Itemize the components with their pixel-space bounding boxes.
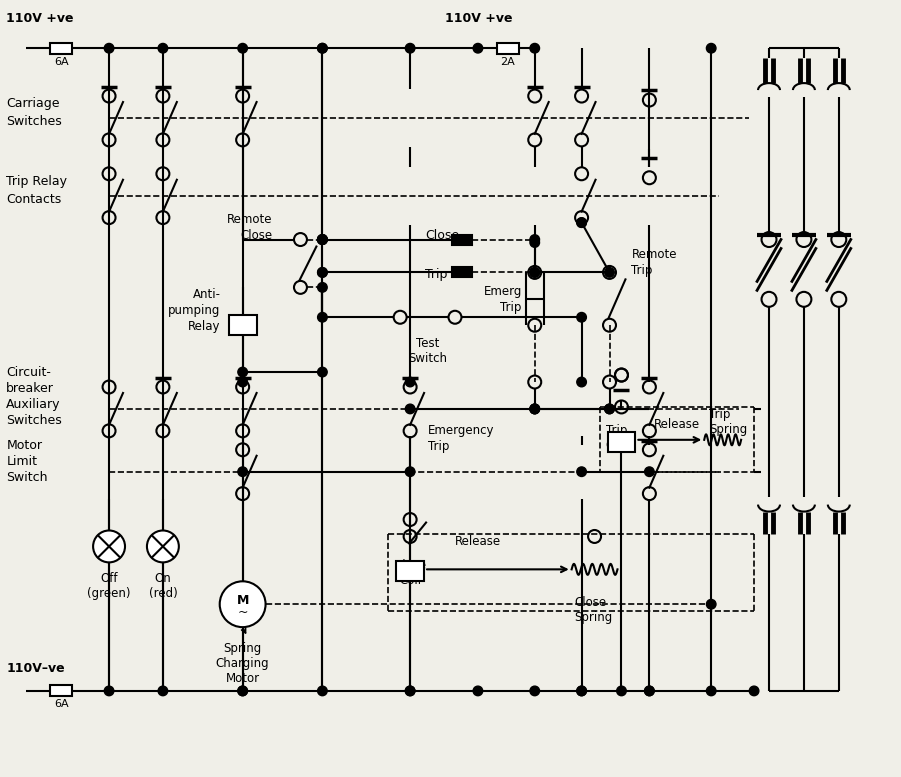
Text: Remote
Trip: Remote Trip	[632, 248, 677, 277]
Circle shape	[405, 686, 414, 695]
Circle shape	[530, 686, 540, 695]
Text: 2A: 2A	[500, 57, 515, 67]
Text: Close
Spring: Close Spring	[575, 596, 613, 624]
Circle shape	[605, 404, 614, 413]
Text: On
(red): On (red)	[149, 573, 177, 601]
Circle shape	[238, 467, 248, 476]
Circle shape	[158, 686, 168, 695]
Circle shape	[577, 467, 587, 476]
Circle shape	[750, 686, 759, 695]
Text: Off
(green): Off (green)	[87, 573, 131, 601]
Circle shape	[318, 235, 327, 244]
Circle shape	[238, 44, 248, 53]
Circle shape	[405, 404, 414, 413]
Circle shape	[706, 686, 716, 695]
Text: Spring
Charging
Motor: Spring Charging Motor	[216, 642, 269, 685]
Circle shape	[318, 686, 327, 695]
Text: ~: ~	[237, 606, 248, 618]
Circle shape	[318, 235, 327, 244]
Circle shape	[577, 312, 587, 322]
Circle shape	[473, 686, 483, 695]
Circle shape	[530, 238, 540, 247]
Text: Trip
Spring: Trip Spring	[709, 408, 748, 436]
Bar	[607, 432, 635, 451]
Circle shape	[530, 404, 540, 413]
Circle shape	[405, 44, 414, 53]
Circle shape	[220, 581, 266, 627]
Text: 110V–ve: 110V–ve	[6, 663, 65, 675]
Text: Remote
Close: Remote Close	[227, 213, 272, 242]
Circle shape	[318, 267, 327, 277]
Circle shape	[318, 44, 327, 53]
Text: Close: Close	[425, 229, 460, 242]
Circle shape	[530, 267, 540, 277]
Text: Test
Switch: Test Switch	[408, 337, 447, 365]
Circle shape	[405, 378, 414, 387]
Text: 110V +ve: 110V +ve	[445, 12, 513, 25]
Circle shape	[616, 686, 626, 695]
Circle shape	[644, 686, 654, 695]
Bar	[452, 267, 472, 277]
Circle shape	[605, 267, 614, 277]
Circle shape	[318, 368, 327, 377]
Circle shape	[644, 467, 654, 476]
Circle shape	[318, 44, 327, 53]
Text: Circuit-
breaker
Auxiliary
Switches: Circuit- breaker Auxiliary Switches	[6, 367, 62, 427]
Circle shape	[238, 378, 248, 387]
Text: Emerg
Trip: Emerg Trip	[484, 285, 522, 314]
Text: Trip
Coil: Trip Coil	[605, 423, 628, 451]
Text: Release: Release	[455, 535, 501, 548]
Text: Anti-
pumping
Relay: Anti- pumping Relay	[168, 287, 221, 333]
Bar	[396, 561, 424, 581]
Circle shape	[105, 44, 114, 53]
Circle shape	[318, 267, 327, 277]
Text: 6A: 6A	[54, 699, 68, 709]
Bar	[496, 43, 519, 54]
Text: Trip: Trip	[425, 268, 448, 281]
Circle shape	[318, 235, 327, 244]
Circle shape	[605, 404, 614, 413]
Circle shape	[147, 531, 178, 563]
Text: Close
Coil: Close Coil	[394, 559, 426, 587]
Text: Release: Release	[654, 418, 700, 431]
Text: Carriage
Switches: Carriage Switches	[6, 97, 62, 128]
Circle shape	[530, 44, 540, 53]
Circle shape	[577, 218, 587, 228]
Circle shape	[238, 368, 248, 377]
Circle shape	[318, 235, 327, 244]
Text: 6A: 6A	[54, 57, 68, 67]
Text: Trip Relay
Contacts: Trip Relay Contacts	[6, 175, 68, 206]
Bar	[50, 43, 72, 54]
Text: M: M	[236, 594, 249, 607]
Circle shape	[530, 404, 540, 413]
Circle shape	[238, 686, 248, 695]
Text: Motor
Limit
Switch: Motor Limit Switch	[6, 439, 48, 484]
Bar	[229, 315, 257, 335]
Circle shape	[577, 218, 587, 228]
Circle shape	[530, 235, 540, 244]
Circle shape	[706, 599, 716, 609]
Circle shape	[706, 44, 716, 53]
Bar	[452, 235, 472, 245]
Circle shape	[530, 404, 540, 413]
Circle shape	[318, 312, 327, 322]
Circle shape	[577, 686, 587, 695]
Circle shape	[158, 44, 168, 53]
Circle shape	[105, 686, 114, 695]
Circle shape	[318, 283, 327, 292]
Circle shape	[530, 267, 540, 277]
Circle shape	[93, 531, 125, 563]
Circle shape	[473, 44, 483, 53]
Text: 110V +ve: 110V +ve	[6, 12, 74, 25]
Circle shape	[405, 467, 414, 476]
Circle shape	[238, 686, 248, 695]
Circle shape	[644, 686, 654, 695]
Circle shape	[405, 686, 414, 695]
Circle shape	[577, 378, 587, 387]
Bar	[50, 685, 72, 696]
Circle shape	[577, 686, 587, 695]
Text: Emergency
Trip: Emergency Trip	[428, 424, 495, 453]
